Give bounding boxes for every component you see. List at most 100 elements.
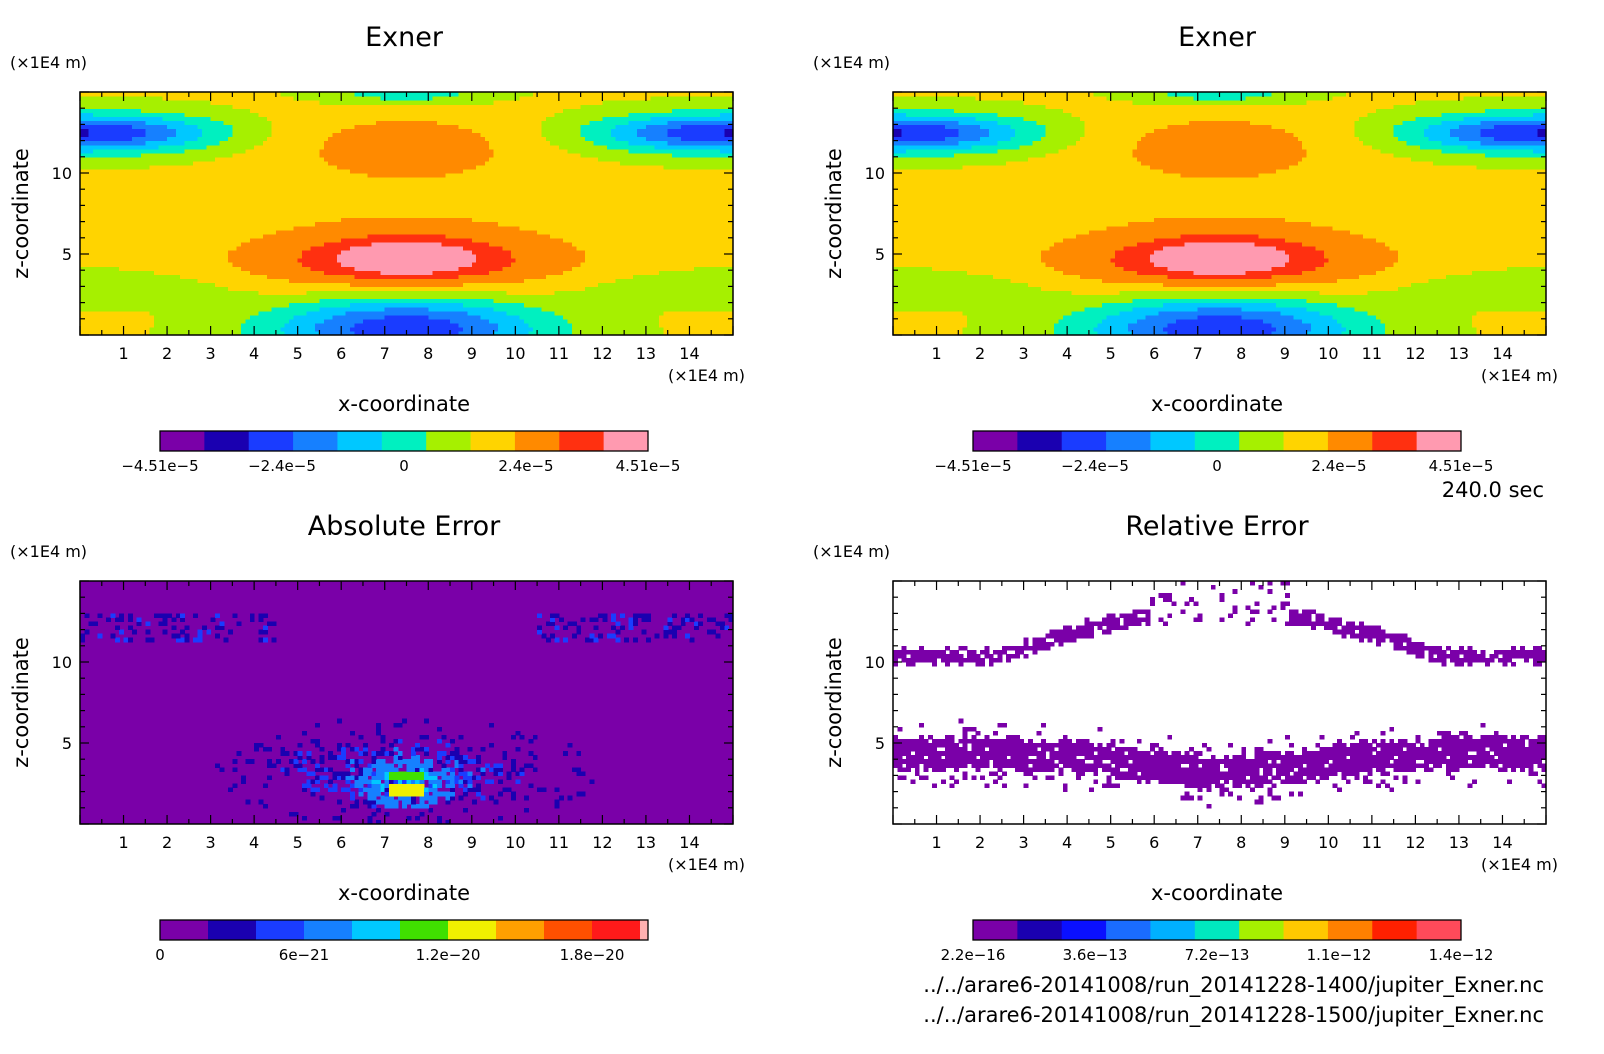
field-cell	[494, 307, 499, 312]
field-cell	[219, 282, 224, 287]
field-cell	[306, 282, 311, 287]
field-cell	[359, 246, 364, 251]
field-cell	[441, 218, 446, 223]
field-cell	[550, 209, 555, 214]
field-cell	[624, 327, 629, 332]
field-cell	[337, 295, 342, 300]
field-cell	[97, 246, 102, 251]
field-cell	[119, 278, 124, 283]
field-cell	[520, 258, 525, 263]
field-cell	[524, 295, 529, 300]
field-cell	[411, 311, 416, 316]
field-cell	[476, 274, 481, 279]
field-cell	[350, 246, 355, 251]
field-cell	[93, 270, 98, 275]
field-cell	[376, 214, 381, 219]
field-cell	[624, 274, 629, 279]
field-cell	[589, 205, 594, 210]
field-cell	[433, 319, 438, 324]
field-cell	[189, 230, 194, 235]
field-cell	[589, 238, 594, 243]
field-cell	[97, 290, 102, 295]
field-cell	[132, 230, 137, 235]
field-cell	[189, 226, 194, 231]
field-cell	[232, 242, 237, 247]
field-cell	[302, 230, 307, 235]
field-cell	[694, 258, 699, 263]
field-cell	[515, 270, 520, 275]
field-cell	[498, 286, 503, 291]
field-cell	[106, 205, 111, 210]
field-cell	[359, 266, 364, 271]
field-cell	[263, 295, 268, 300]
field-cell	[346, 278, 351, 283]
field-cell	[576, 270, 581, 275]
field-cell	[707, 295, 712, 300]
field-cell	[359, 278, 364, 283]
field-cell	[219, 205, 224, 210]
field-cell	[89, 299, 94, 304]
field-cell	[376, 323, 381, 328]
field-cell	[393, 286, 398, 291]
field-cell	[110, 197, 115, 202]
field-cell	[594, 214, 599, 219]
field-cell	[372, 274, 377, 279]
field-cell	[629, 323, 634, 328]
field-cell	[420, 234, 425, 239]
field-cell	[642, 286, 647, 291]
field-cell	[141, 315, 146, 320]
field-cell	[298, 278, 303, 283]
field-cell	[528, 295, 533, 300]
field-cell	[659, 226, 664, 231]
field-cell	[206, 262, 211, 267]
field-cell	[167, 258, 172, 263]
field-cell	[720, 286, 725, 291]
field-cell	[420, 205, 425, 210]
field-cell	[293, 278, 298, 283]
field-cell	[515, 209, 520, 214]
field-cell	[393, 311, 398, 316]
field-cell	[467, 242, 472, 247]
field-cell	[224, 254, 229, 259]
field-cell	[219, 258, 224, 263]
field-cell	[633, 286, 638, 291]
field-cell	[572, 209, 577, 214]
field-cell	[289, 290, 294, 295]
field-cell	[689, 266, 694, 271]
field-cell	[393, 262, 398, 267]
field-cell	[407, 270, 412, 275]
field-cell	[694, 205, 699, 210]
field-cell	[376, 242, 381, 247]
field-cell	[128, 270, 133, 275]
field-cell	[184, 258, 189, 263]
field-cell	[633, 307, 638, 312]
field-cell	[581, 226, 586, 231]
field-cell	[376, 234, 381, 239]
field-cell	[716, 286, 721, 291]
field-cell	[211, 250, 216, 255]
field-cell	[202, 303, 207, 308]
field-cell	[489, 238, 494, 243]
field-cell	[463, 286, 468, 291]
field-cell	[250, 299, 255, 304]
field-cell	[163, 307, 168, 312]
field-cell	[589, 290, 594, 295]
field-cell	[245, 295, 250, 300]
field-cell	[359, 311, 364, 316]
field-cell	[624, 226, 629, 231]
field-cell	[302, 205, 307, 210]
field-cell	[363, 266, 368, 271]
field-cell	[420, 258, 425, 263]
field-cell	[454, 226, 459, 231]
field-cell	[668, 295, 673, 300]
field-cell	[215, 226, 220, 231]
field-cell	[193, 246, 198, 251]
field-cell	[145, 254, 150, 259]
field-cell	[115, 315, 120, 320]
field-cell	[237, 238, 242, 243]
field-cell	[211, 282, 216, 287]
field-cell	[354, 278, 359, 283]
field-cell	[180, 226, 185, 231]
field-cell	[411, 238, 416, 243]
field-cell	[337, 201, 342, 206]
